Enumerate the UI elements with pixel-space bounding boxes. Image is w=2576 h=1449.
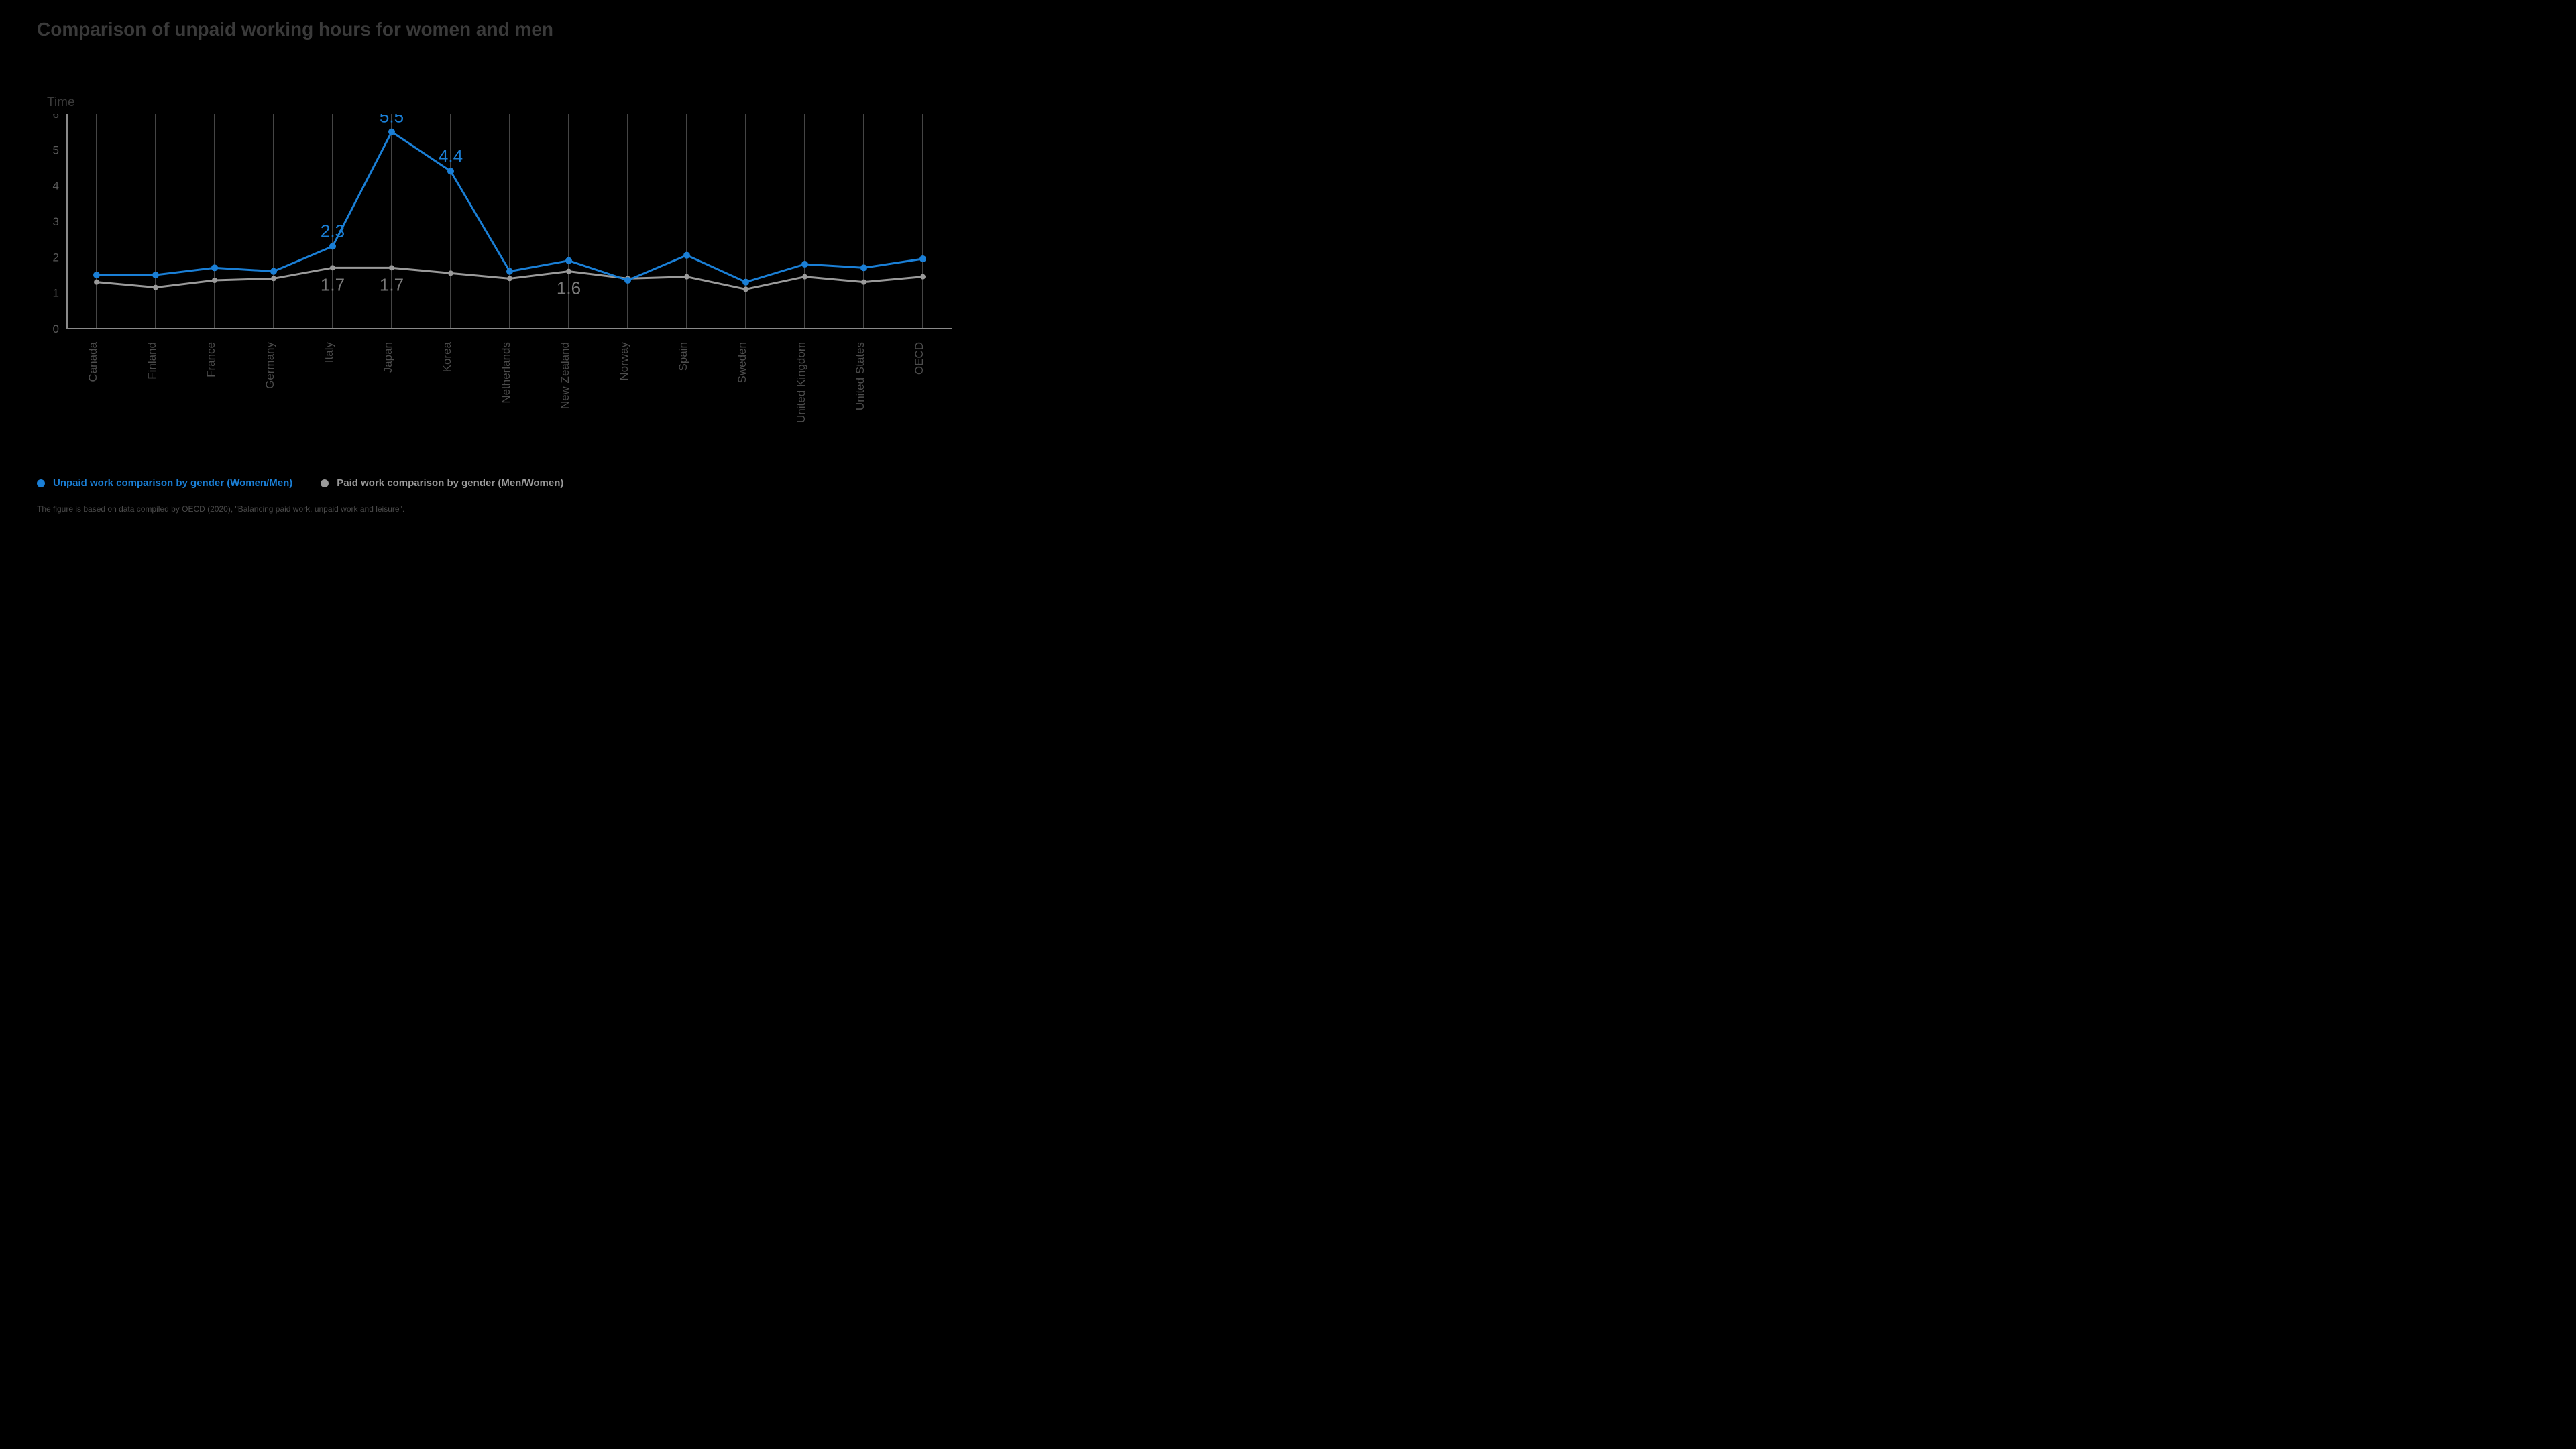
callout-gray: 1.6 xyxy=(557,278,581,298)
series-marker-paid xyxy=(330,265,335,270)
chart-title: Comparison of unpaid working hours for w… xyxy=(37,19,553,40)
series-marker-paid xyxy=(153,285,158,290)
x-tick-label: Sweden xyxy=(736,342,748,383)
y-axis-label: Time xyxy=(47,95,75,110)
series-marker-paid xyxy=(684,274,689,280)
series-marker-unpaid xyxy=(801,261,808,268)
x-tick-label: Norway xyxy=(618,342,630,381)
legend-swatch-unpaid xyxy=(37,479,45,487)
series-marker-paid xyxy=(448,270,453,276)
callout-blue: 2.3 xyxy=(321,221,345,241)
callout-blue: 4.4 xyxy=(439,146,463,166)
series-marker-paid xyxy=(920,274,926,280)
series-marker-unpaid xyxy=(388,129,395,135)
series-marker-unpaid xyxy=(624,277,631,284)
y-tick-label: 4 xyxy=(53,180,59,192)
callout-blue: 5.5 xyxy=(380,114,404,127)
x-tick-label: Finland xyxy=(146,342,158,380)
series-marker-paid xyxy=(743,286,748,292)
series-marker-unpaid xyxy=(329,243,336,249)
legend-label-unpaid: Unpaid work comparison by gender (Women/… xyxy=(53,477,292,489)
x-tick-label: Spain xyxy=(677,342,689,371)
y-tick-label: 3 xyxy=(53,215,59,228)
series-marker-unpaid xyxy=(211,264,218,271)
chart-area: 0 1 2 3 4 5 6 Canada Finland France Germany Italy Ja… xyxy=(47,114,986,463)
legend: Unpaid work comparison by gender (Women/… xyxy=(37,477,583,489)
x-tick-label: United Kingdom xyxy=(795,342,807,423)
series-marker-unpaid xyxy=(683,252,690,259)
series-marker-unpaid xyxy=(447,168,454,174)
series-marker-paid xyxy=(212,278,217,283)
series-marker-unpaid xyxy=(270,268,277,275)
page-root: Comparison of unpaid working hours for w… xyxy=(0,0,1030,579)
series-marker-unpaid xyxy=(93,272,100,278)
y-tick-label: 6 xyxy=(53,114,59,121)
y-tick-label: 2 xyxy=(53,251,59,264)
series-marker-paid xyxy=(271,276,276,281)
x-tick-label: New Zealand xyxy=(559,342,571,409)
x-tick-label: France xyxy=(205,342,217,378)
series-marker-paid xyxy=(389,265,394,270)
x-tick-label: OECD xyxy=(913,342,926,375)
x-tick-label: Korea xyxy=(441,341,453,372)
series-marker-unpaid xyxy=(742,279,749,286)
series-marker-paid xyxy=(94,280,99,285)
series-marker-paid xyxy=(861,280,866,285)
series-marker-unpaid xyxy=(860,264,867,271)
chart-svg: 0 1 2 3 4 5 6 Canada Finland France Germany Italy Ja… xyxy=(47,114,986,463)
y-tick-label: 5 xyxy=(53,143,59,156)
footnote: The figure is based on data compiled by … xyxy=(37,504,404,514)
series-marker-unpaid xyxy=(506,268,513,275)
callout-gray: 1.7 xyxy=(380,274,404,294)
legend-swatch-paid xyxy=(321,479,329,487)
x-tick-label: Germany xyxy=(264,342,276,389)
series-marker-unpaid xyxy=(565,257,572,264)
x-tick-label: Japan xyxy=(382,342,394,373)
series-marker-paid xyxy=(802,274,807,280)
x-tick-label: Canada xyxy=(87,341,99,382)
series-marker-paid xyxy=(507,276,512,281)
callout-gray: 1.7 xyxy=(321,274,345,294)
x-tick-label: Italy xyxy=(323,342,335,363)
y-tick-label: 0 xyxy=(53,323,59,335)
legend-label-paid: Paid work comparison by gender (Men/Wome… xyxy=(337,477,563,489)
x-tick-label: United States xyxy=(854,342,866,410)
series-marker-unpaid xyxy=(919,255,926,262)
series-marker-unpaid xyxy=(152,272,159,278)
x-tick-label: Netherlands xyxy=(500,342,512,404)
y-tick-label: 1 xyxy=(53,287,59,300)
series-marker-paid xyxy=(566,269,571,274)
